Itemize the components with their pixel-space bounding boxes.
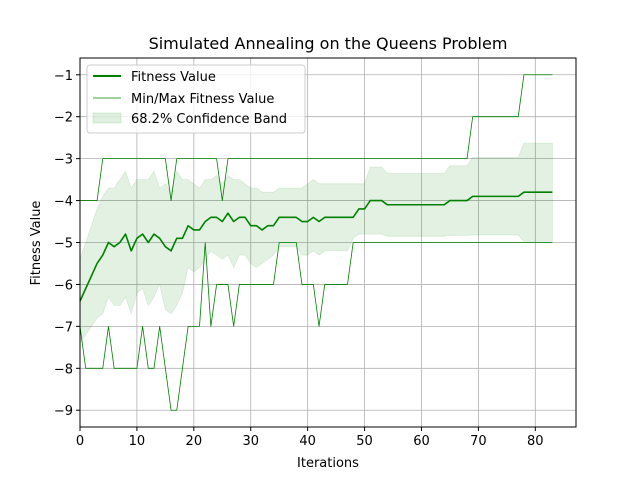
legend-fitness-label: Fitness Value <box>131 70 216 85</box>
legend-box <box>86 64 306 134</box>
y-tick-label: −3 <box>54 153 73 168</box>
y-tick-label: −1 <box>54 69 73 84</box>
legend-band-label: 68.2% Confidence Band <box>131 112 287 127</box>
min-fitness-line <box>79 242 553 411</box>
legend-minmax-label: Min/Max Fitness Value <box>131 92 274 107</box>
x-tick-label: 60 <box>413 434 430 449</box>
y-tick-label: −9 <box>54 404 73 419</box>
confidence-band <box>79 142 553 345</box>
x-tick-label: 10 <box>129 434 146 449</box>
x-tick-label: 70 <box>470 434 487 449</box>
x-tick-label: 20 <box>186 434 203 449</box>
x-tick-label: 30 <box>242 434 259 449</box>
y-ticks: −9 −8 −7 −6 −5 −4 −3 −2 −1 <box>54 69 80 419</box>
y-tick-label: −8 <box>54 362 73 377</box>
x-axis-label: Iterations <box>297 456 359 471</box>
legend: Fitness Value Min/Max Fitness Value 68.2… <box>86 64 306 134</box>
x-tick-label: 0 <box>76 434 84 449</box>
max-fitness-line <box>80 74 553 201</box>
confidence-band-layer <box>79 142 553 345</box>
y-tick-label: −5 <box>54 237 73 252</box>
x-tick-label: 40 <box>299 434 316 449</box>
y-tick-label: −6 <box>54 278 73 293</box>
fitness-line-layer <box>79 191 553 302</box>
legend-band-swatch <box>92 112 122 124</box>
fitness-value-line <box>79 191 553 302</box>
y-tick-label: −4 <box>54 195 73 210</box>
x-tick-label: 50 <box>356 434 373 449</box>
x-ticks: 0 10 20 30 40 50 60 70 80 <box>76 427 544 449</box>
y-tick-label: −7 <box>54 320 73 335</box>
min-max-layer <box>79 74 553 411</box>
y-axis-label: Fitness Value <box>29 201 44 286</box>
chart-title: Simulated Annealing on the Queens Proble… <box>149 34 508 53</box>
x-tick-label: 80 <box>527 434 544 449</box>
y-tick-label: −2 <box>54 111 73 126</box>
